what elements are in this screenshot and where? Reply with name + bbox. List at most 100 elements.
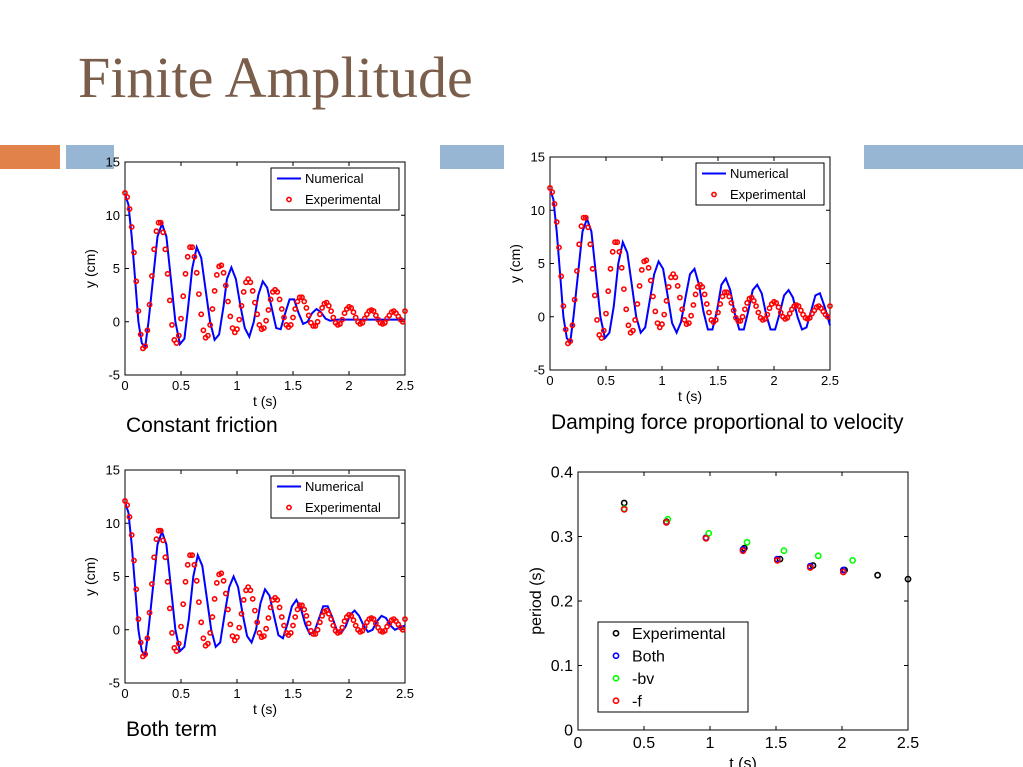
- caption-damping-velocity: Damping force proportional to velocity: [551, 411, 904, 434]
- data-point-experimental: [701, 291, 708, 298]
- x-axis-label: t (s): [678, 388, 702, 404]
- data-point-experimental: [402, 308, 408, 314]
- caption-constant-friction: Constant friction: [126, 414, 278, 437]
- legend: Experimental Both -bv -f: [597, 621, 749, 713]
- data-point-experimental: [247, 587, 254, 594]
- data-point--bv: [849, 557, 856, 564]
- data-point-experimental: [310, 631, 317, 637]
- x-axis-label: t (s): [253, 393, 277, 409]
- data-point-experimental: [144, 327, 151, 334]
- data-point-experimental: [196, 291, 202, 297]
- legend-label: Experimental: [305, 500, 381, 515]
- data-point-experimental: [303, 612, 310, 619]
- series-group: [122, 498, 408, 660]
- data-point-experimental: [198, 619, 205, 626]
- data-point-experimental: [650, 293, 656, 300]
- data-point-experimental: [316, 311, 323, 318]
- data-point-experimental: [339, 316, 346, 323]
- data-point-experimental: [312, 323, 319, 329]
- data-point-experimental: [292, 614, 299, 620]
- data-point-experimental: [180, 293, 187, 300]
- data-point-experimental: [726, 293, 733, 300]
- data-point-experimental: [207, 629, 213, 636]
- y-tick-label: 0: [113, 314, 120, 329]
- x-tick-label: 0.5: [633, 735, 655, 752]
- data-point-experimental: [605, 288, 612, 295]
- data-point-experimental: [162, 554, 169, 561]
- data-point-experimental: [728, 299, 735, 306]
- data-point-experimental: [578, 223, 585, 230]
- data-point-experimental: [567, 338, 574, 345]
- data-point-experimental: [325, 302, 332, 309]
- data-point-experimental: [209, 306, 216, 312]
- data-point-experimental: [730, 307, 737, 314]
- data-point-experimental: [182, 578, 189, 585]
- data-point-experimental: [797, 307, 804, 314]
- data-point-experimental: [236, 624, 243, 631]
- data-point-experimental: [281, 622, 287, 629]
- data-point-experimental: [755, 309, 762, 316]
- y-tick-label: 10: [106, 516, 120, 531]
- data-point-experimental: [303, 304, 310, 311]
- legend-swatch-marker: [612, 697, 620, 705]
- y-axis-label: period (s): [528, 567, 545, 635]
- data-point-experimental: [137, 639, 144, 646]
- data-point-experimental: [766, 305, 773, 312]
- data-point-experimental: [276, 296, 283, 303]
- data-point-experimental: [193, 269, 200, 276]
- data-point-experimental: [553, 219, 560, 225]
- data-point-experimental: [381, 319, 388, 326]
- data-point-experimental: [294, 606, 301, 613]
- data-point-experimental: [370, 616, 377, 622]
- data-point-experimental: [225, 298, 231, 305]
- data-point-experimental: [128, 532, 135, 538]
- data-point-experimental: [126, 514, 133, 520]
- data-point-experimental: [213, 272, 220, 278]
- data-point-experimental: [692, 291, 699, 298]
- data-point-experimental: [616, 248, 623, 255]
- data-point-experimental: [299, 294, 305, 301]
- data-point-experimental: [287, 629, 294, 636]
- data-point-experimental: [137, 331, 144, 338]
- data-point-experimental: [166, 605, 173, 612]
- x-tick-label: 2: [345, 378, 352, 393]
- data-point-experimental: [665, 283, 672, 290]
- x-tick-label: 1: [706, 735, 715, 752]
- series-group: [547, 185, 833, 347]
- data-point-experimental: [703, 301, 710, 307]
- data-point-experimental: [361, 623, 368, 630]
- data-point-experimental: [240, 596, 247, 603]
- data-point-experimental: [674, 282, 681, 289]
- data-point-experimental: [240, 288, 247, 295]
- data-point-experimental: [146, 301, 153, 308]
- data-point-experimental: [256, 629, 263, 636]
- data-point-experimental: [623, 306, 630, 313]
- data-point-experimental: [222, 590, 229, 597]
- x-tick-label: 0.5: [172, 378, 190, 393]
- data-point--f: [739, 547, 747, 555]
- data-point-experimental: [173, 340, 180, 346]
- data-point-experimental: [200, 635, 207, 642]
- data-point-experimental: [381, 627, 388, 634]
- y-tick-label: 0: [564, 723, 573, 740]
- data-point-experimental: [328, 616, 334, 622]
- legend-box: [270, 475, 400, 519]
- data-point-experimental: [625, 322, 632, 329]
- data-point-experimental: [149, 273, 155, 279]
- data-point-experimental: [574, 268, 580, 274]
- data-point-experimental: [131, 557, 137, 564]
- data-point-experimental: [265, 307, 272, 313]
- data-point-experimental: [249, 595, 256, 602]
- legend: Numerical Experimental: [270, 167, 400, 211]
- data-point-experimental: [187, 552, 193, 559]
- x-tick-label: 0: [121, 378, 128, 393]
- x-tick-label: 2.5: [396, 686, 414, 701]
- x-tick-label: 2: [838, 735, 847, 752]
- data-point-experimental: [274, 288, 281, 295]
- x-tick-label: 0: [546, 373, 553, 388]
- data-point-experimental: [361, 315, 368, 322]
- y-tick-label: 5: [538, 256, 545, 271]
- data-point-experimental: [715, 309, 721, 316]
- y-tick-label: 15: [106, 463, 120, 478]
